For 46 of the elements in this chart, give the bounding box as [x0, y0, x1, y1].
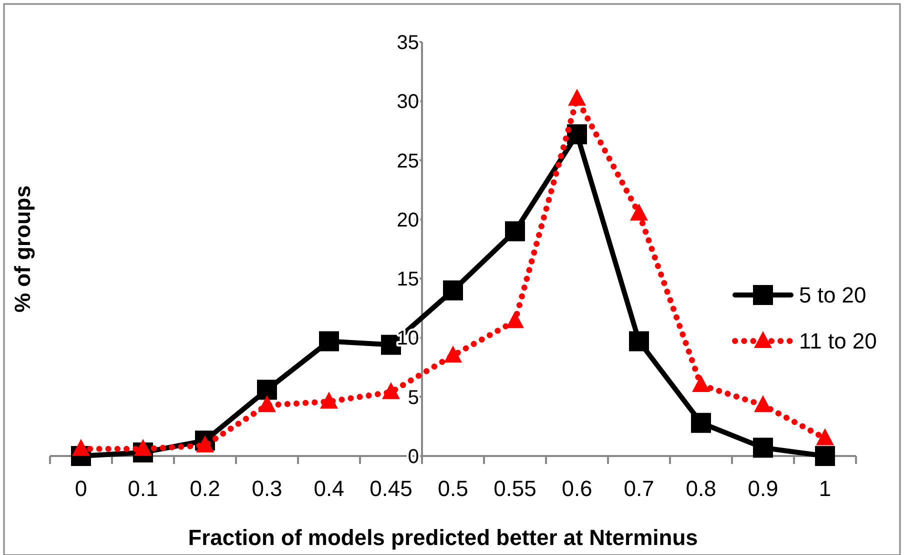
point — [196, 435, 214, 452]
point — [258, 395, 276, 412]
point — [815, 446, 835, 466]
point — [630, 204, 648, 221]
point — [816, 428, 834, 446]
point — [382, 382, 400, 400]
x-tick-label: 0.2 — [190, 476, 220, 501]
x-tick-label: 0.3 — [252, 476, 282, 501]
point — [319, 331, 339, 352]
y-tick-label: 25 — [396, 150, 419, 172]
x-axis-title: Fraction of models predicted better at Nterminus — [188, 525, 698, 550]
y-tick-label: 20 — [396, 209, 419, 232]
point — [568, 88, 586, 106]
y-tick-label: 30 — [396, 91, 419, 114]
x-tick-label: 0.9 — [748, 476, 778, 501]
x-tick-label: 0 — [74, 476, 88, 501]
point — [629, 331, 649, 352]
y-tick-label: 5 — [408, 386, 419, 409]
point — [753, 438, 773, 458]
point — [691, 412, 711, 433]
point — [320, 392, 338, 409]
point — [754, 395, 772, 412]
point — [444, 345, 462, 362]
x-tick-label: 0.8 — [686, 476, 716, 501]
x-tick-label: 0.6 — [562, 476, 592, 501]
point — [72, 438, 90, 456]
y-tick-label: 35 — [396, 32, 419, 54]
point — [567, 124, 587, 144]
point — [692, 375, 710, 392]
x-tick-label: 0.4 — [314, 476, 344, 501]
x-tick-label: 0.55 — [494, 476, 536, 501]
x-tick-label: 0.45 — [370, 476, 412, 501]
legend-label: 11 to 20 — [799, 328, 877, 354]
x-tick-label: 0.5 — [438, 476, 468, 501]
point — [506, 311, 524, 328]
point — [257, 380, 277, 400]
point — [443, 280, 463, 300]
point — [134, 438, 152, 456]
x-tick-label: 1 — [818, 476, 832, 501]
point — [505, 221, 525, 242]
x-tick-label: 0.1 — [128, 476, 158, 501]
legend-label: 5 to 20 — [799, 282, 866, 308]
y-tick-label: 15 — [396, 268, 419, 291]
y-axis-title: % of groups — [10, 185, 35, 313]
y-tick-label: 0 — [408, 446, 419, 468]
x-tick-label: 0.7 — [624, 476, 654, 501]
